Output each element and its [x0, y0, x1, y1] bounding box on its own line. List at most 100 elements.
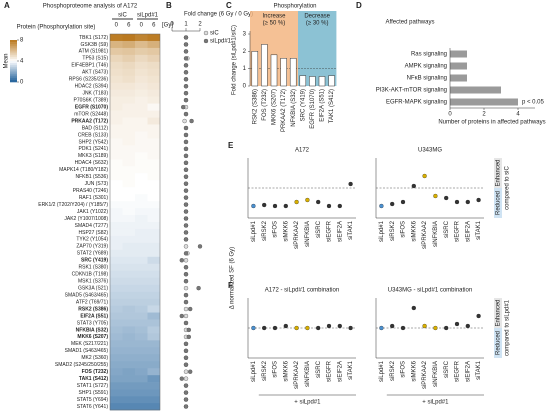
heat-cell — [110, 361, 123, 369]
heat-cell — [122, 75, 135, 84]
heat-cell — [110, 34, 123, 42]
column-label: 6 — [152, 23, 156, 29]
heat-cell — [110, 347, 123, 355]
heat-cell — [147, 201, 160, 209]
row-label: PDK1 (S241) — [79, 146, 109, 152]
fold-dot — [183, 146, 189, 152]
fold-dot — [183, 160, 189, 166]
heat-cell — [110, 166, 123, 174]
colorbar-tick: 4 — [20, 59, 24, 65]
heat-cell — [110, 256, 123, 265]
heat-cell — [110, 222, 123, 230]
row-label: SMAD4 (T277) — [75, 223, 109, 229]
fold-dot — [183, 369, 189, 374]
heat-cell — [147, 256, 160, 265]
heat-cell — [110, 208, 123, 216]
heat-cell — [135, 194, 148, 202]
plot-title: A172 — [295, 148, 310, 154]
heat-cell — [135, 249, 148, 258]
heat-cell — [135, 305, 148, 313]
panel-title: Phosphoproteome analysis of A172 — [43, 4, 138, 10]
bar — [299, 75, 307, 87]
enhanced-band — [494, 298, 502, 328]
heat-cell — [122, 68, 135, 77]
heat-cell — [110, 326, 123, 334]
row-label: MEK (S217/221) — [71, 341, 108, 347]
fold-dot — [183, 174, 189, 179]
heat-cell — [147, 173, 160, 181]
y-axis-label: Fold change (siLpd#1/siC) — [232, 25, 238, 95]
heat-cell — [122, 305, 135, 313]
bar — [289, 58, 297, 87]
x-tick-label: siMKK6 — [283, 360, 289, 381]
heat-cell — [110, 96, 123, 104]
fold-dot — [187, 306, 193, 312]
heat-cell — [122, 263, 135, 272]
heat-cell — [135, 166, 148, 174]
fold-dot — [183, 70, 189, 75]
heat-cell — [135, 222, 148, 230]
row-label: ATM (S1981) — [79, 49, 109, 55]
x-tick-label: PRKAA2 (T172) — [281, 89, 287, 132]
sf-marker — [283, 323, 288, 329]
heat-cell — [147, 284, 160, 292]
heat-cell — [110, 305, 123, 313]
fold-dot — [183, 390, 189, 395]
heat-cell — [147, 187, 160, 195]
heat-cell — [110, 291, 123, 299]
row-label: HDAC4 (S632) — [75, 160, 109, 166]
unit-label: [Gy] — [162, 23, 173, 29]
heat-cell — [122, 173, 135, 181]
heat-cell — [135, 103, 148, 111]
fold-dot — [183, 125, 189, 131]
panel-letter: C — [226, 1, 232, 10]
heat-cell — [122, 166, 135, 174]
x-tick-label: FOS (T232) — [262, 89, 268, 121]
heat-cell — [110, 180, 123, 188]
x-tick-label: siEIF2A — [337, 361, 343, 382]
fold-dot — [196, 285, 201, 291]
heat-cell — [122, 215, 135, 223]
x-tick-label: siFOS — [273, 221, 279, 238]
bar — [450, 98, 518, 106]
panel-letter: D — [356, 1, 362, 10]
heat-cell — [135, 145, 148, 153]
bar — [270, 54, 278, 87]
row-label: HSP27 (S82) — [79, 230, 109, 236]
heat-cell — [147, 117, 160, 125]
row-label: TP53 (S15) — [82, 56, 108, 62]
heat-cell — [135, 277, 148, 285]
sf-marker — [316, 199, 321, 205]
x-tick-label: siSRC — [444, 360, 450, 378]
sf-marker — [379, 325, 384, 331]
sf-marker — [433, 193, 438, 199]
x-tick-label: siSRC — [316, 360, 322, 378]
row-label: MAPK14 (T180/Y182) — [59, 167, 108, 173]
fold-dot — [183, 265, 189, 270]
legend-marker — [203, 38, 209, 44]
x-tick-label: siPRKAA2 — [422, 220, 428, 249]
heat-cell — [110, 235, 123, 244]
sf-marker — [337, 203, 342, 209]
fold-dot — [183, 285, 189, 291]
row-label: ATF2 (T69/71) — [76, 299, 108, 305]
x-tick-label: siPRKAA2 — [294, 360, 300, 389]
heat-cell — [147, 298, 160, 306]
heat-cell — [135, 68, 148, 77]
heat-cell — [110, 375, 123, 383]
combination-label: + siLpd#1 — [294, 400, 321, 406]
x-tick-label: siLpd#1 — [251, 360, 257, 382]
heat-cell — [147, 375, 160, 383]
heat-cell — [110, 215, 123, 223]
heat-cell — [122, 312, 135, 320]
y-tick-label: EGFR-MAPK signaling — [386, 100, 447, 106]
heat-cell — [122, 110, 135, 118]
row-label: SHP1 (S591) — [79, 390, 109, 396]
heat-cell — [110, 340, 123, 348]
sf-marker — [251, 203, 256, 209]
x-tick-label: RSK2 (S386) — [252, 89, 258, 124]
x-tick-label: 2 — [198, 22, 202, 28]
heat-cell — [122, 124, 135, 132]
heat-cell — [122, 117, 135, 125]
heat-cell — [110, 40, 123, 49]
